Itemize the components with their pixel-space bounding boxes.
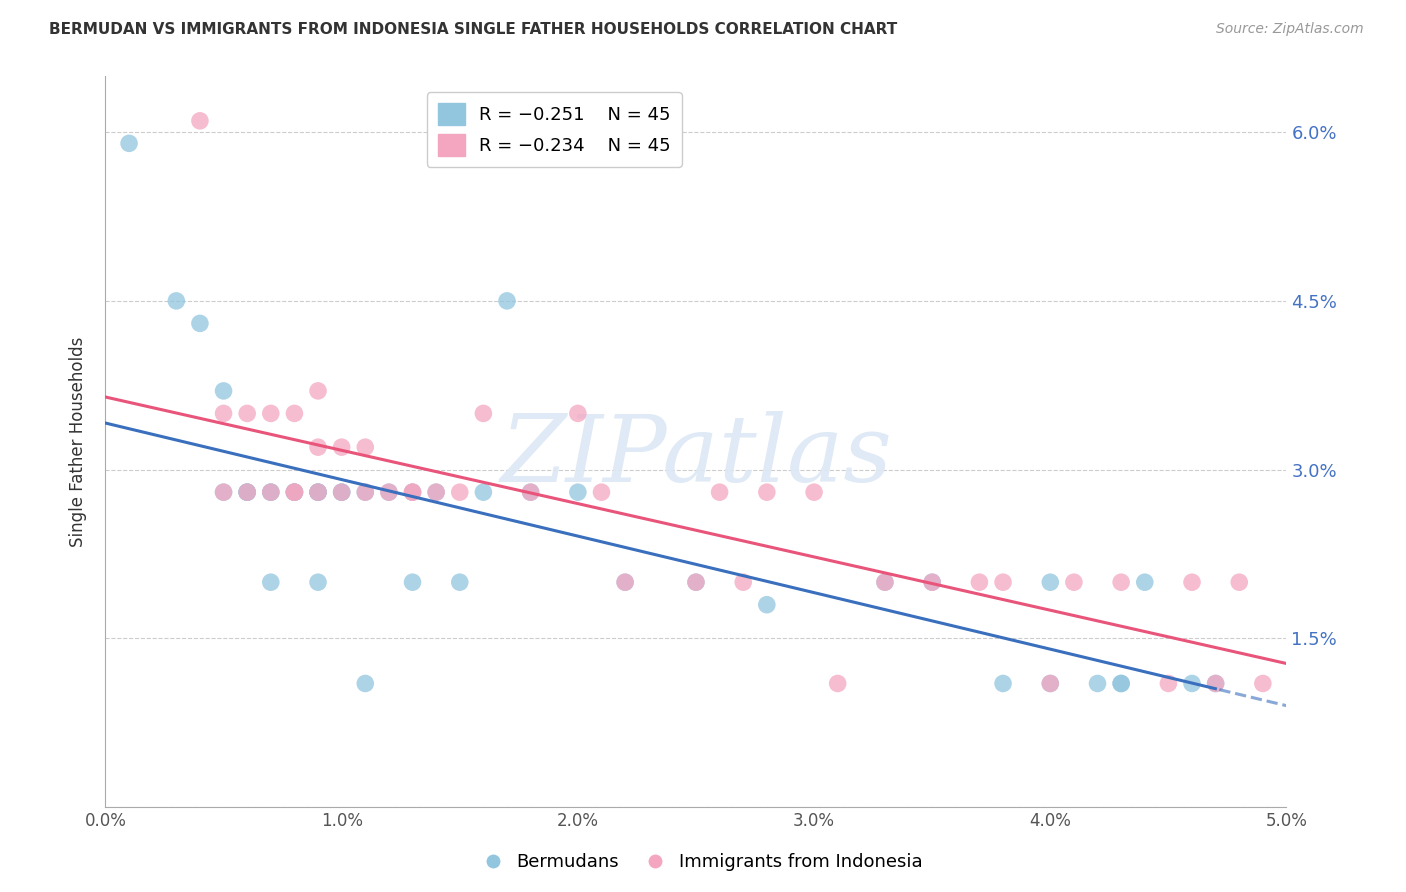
- Y-axis label: Single Father Households: Single Father Households: [69, 336, 87, 547]
- Point: [1181, 676, 1204, 690]
- Point: [567, 485, 589, 500]
- Point: [449, 485, 471, 500]
- Point: [991, 676, 1014, 690]
- Point: [1087, 676, 1109, 690]
- Point: [1109, 676, 1132, 690]
- Point: [425, 485, 447, 500]
- Point: [401, 485, 423, 500]
- Point: [212, 485, 235, 500]
- Point: [354, 440, 377, 454]
- Point: [330, 485, 353, 500]
- Point: [401, 485, 423, 500]
- Point: [260, 575, 283, 590]
- Point: [472, 485, 495, 500]
- Point: [283, 485, 305, 500]
- Point: [212, 384, 235, 398]
- Point: [685, 575, 707, 590]
- Point: [425, 485, 447, 500]
- Point: [118, 136, 141, 151]
- Point: [709, 485, 731, 500]
- Point: [733, 575, 755, 590]
- Legend: R = −0.251    N = 45, R = −0.234    N = 45: R = −0.251 N = 45, R = −0.234 N = 45: [427, 92, 682, 167]
- Point: [449, 575, 471, 590]
- Point: [1205, 676, 1227, 690]
- Point: [614, 575, 637, 590]
- Point: [236, 485, 259, 500]
- Point: [307, 485, 329, 500]
- Point: [496, 293, 519, 308]
- Point: [1109, 575, 1132, 590]
- Point: [1205, 676, 1227, 690]
- Point: [685, 575, 707, 590]
- Legend: Bermudans, Immigrants from Indonesia: Bermudans, Immigrants from Indonesia: [477, 847, 929, 879]
- Point: [472, 406, 495, 420]
- Text: Source: ZipAtlas.com: Source: ZipAtlas.com: [1216, 22, 1364, 37]
- Point: [236, 485, 259, 500]
- Point: [378, 485, 401, 500]
- Point: [307, 485, 329, 500]
- Point: [212, 485, 235, 500]
- Point: [1181, 575, 1204, 590]
- Point: [354, 485, 377, 500]
- Point: [969, 575, 991, 590]
- Point: [378, 485, 401, 500]
- Point: [1039, 676, 1062, 690]
- Point: [567, 406, 589, 420]
- Point: [1039, 676, 1062, 690]
- Point: [921, 575, 943, 590]
- Point: [1063, 575, 1085, 590]
- Point: [755, 485, 778, 500]
- Point: [401, 575, 423, 590]
- Point: [283, 485, 305, 500]
- Point: [283, 485, 305, 500]
- Point: [212, 406, 235, 420]
- Text: ZIPatlas: ZIPatlas: [501, 411, 891, 501]
- Point: [519, 485, 541, 500]
- Point: [519, 485, 541, 500]
- Point: [330, 485, 353, 500]
- Point: [921, 575, 943, 590]
- Point: [755, 598, 778, 612]
- Point: [307, 384, 329, 398]
- Point: [1039, 575, 1062, 590]
- Point: [260, 485, 283, 500]
- Point: [236, 485, 259, 500]
- Point: [283, 406, 305, 420]
- Point: [827, 676, 849, 690]
- Point: [803, 485, 825, 500]
- Text: BERMUDAN VS IMMIGRANTS FROM INDONESIA SINGLE FATHER HOUSEHOLDS CORRELATION CHART: BERMUDAN VS IMMIGRANTS FROM INDONESIA SI…: [49, 22, 897, 37]
- Point: [1133, 575, 1156, 590]
- Point: [401, 485, 423, 500]
- Point: [260, 485, 283, 500]
- Point: [283, 485, 305, 500]
- Point: [165, 293, 187, 308]
- Point: [873, 575, 896, 590]
- Point: [307, 485, 329, 500]
- Point: [236, 406, 259, 420]
- Point: [1251, 676, 1274, 690]
- Point: [591, 485, 613, 500]
- Point: [330, 440, 353, 454]
- Point: [260, 406, 283, 420]
- Point: [260, 485, 283, 500]
- Point: [236, 485, 259, 500]
- Point: [614, 575, 637, 590]
- Point: [188, 317, 211, 331]
- Point: [1157, 676, 1180, 690]
- Point: [1227, 575, 1250, 590]
- Point: [330, 485, 353, 500]
- Point: [873, 575, 896, 590]
- Point: [283, 485, 305, 500]
- Point: [354, 676, 377, 690]
- Point: [307, 485, 329, 500]
- Point: [991, 575, 1014, 590]
- Point: [354, 485, 377, 500]
- Point: [307, 575, 329, 590]
- Point: [188, 113, 211, 128]
- Point: [1109, 676, 1132, 690]
- Point: [307, 440, 329, 454]
